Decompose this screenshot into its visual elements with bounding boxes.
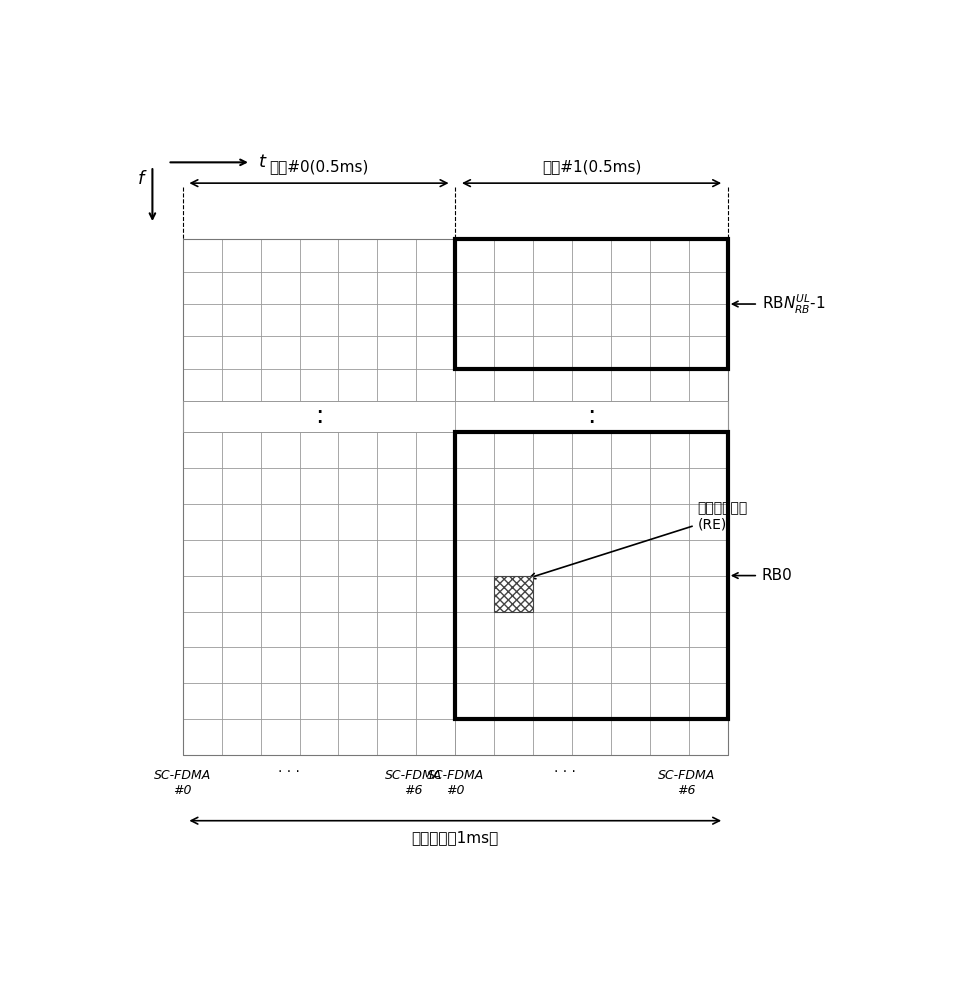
Bar xyxy=(183,401,728,432)
Text: SC-FDMA
#6: SC-FDMA #6 xyxy=(385,769,443,797)
Bar xyxy=(455,239,728,369)
Text: . . .: . . . xyxy=(554,761,576,775)
Text: 一个资源元素
(RE): 一个资源元素 (RE) xyxy=(530,501,747,579)
Text: 一个子帧（1ms）: 一个子帧（1ms） xyxy=(411,830,499,845)
Text: SC-FDMA
#6: SC-FDMA #6 xyxy=(658,769,715,797)
Text: t: t xyxy=(259,153,266,171)
Text: :: : xyxy=(315,404,323,428)
Text: RB0: RB0 xyxy=(762,568,792,583)
Text: SC-FDMA
#0: SC-FDMA #0 xyxy=(154,769,211,797)
Text: 时隙#0(0.5ms): 时隙#0(0.5ms) xyxy=(270,159,368,174)
Text: 时隙#1(0.5ms): 时隙#1(0.5ms) xyxy=(542,159,641,174)
Text: RB$N_{RB}^{UL}$-1: RB$N_{RB}^{UL}$-1 xyxy=(762,292,826,316)
Text: SC-FDMA
#0: SC-FDMA #0 xyxy=(427,769,484,797)
Bar xyxy=(455,432,728,719)
Bar xyxy=(183,239,728,755)
Text: f: f xyxy=(138,170,145,188)
Text: :: : xyxy=(587,404,596,428)
Bar xyxy=(494,576,533,612)
Text: . . .: . . . xyxy=(277,761,300,775)
